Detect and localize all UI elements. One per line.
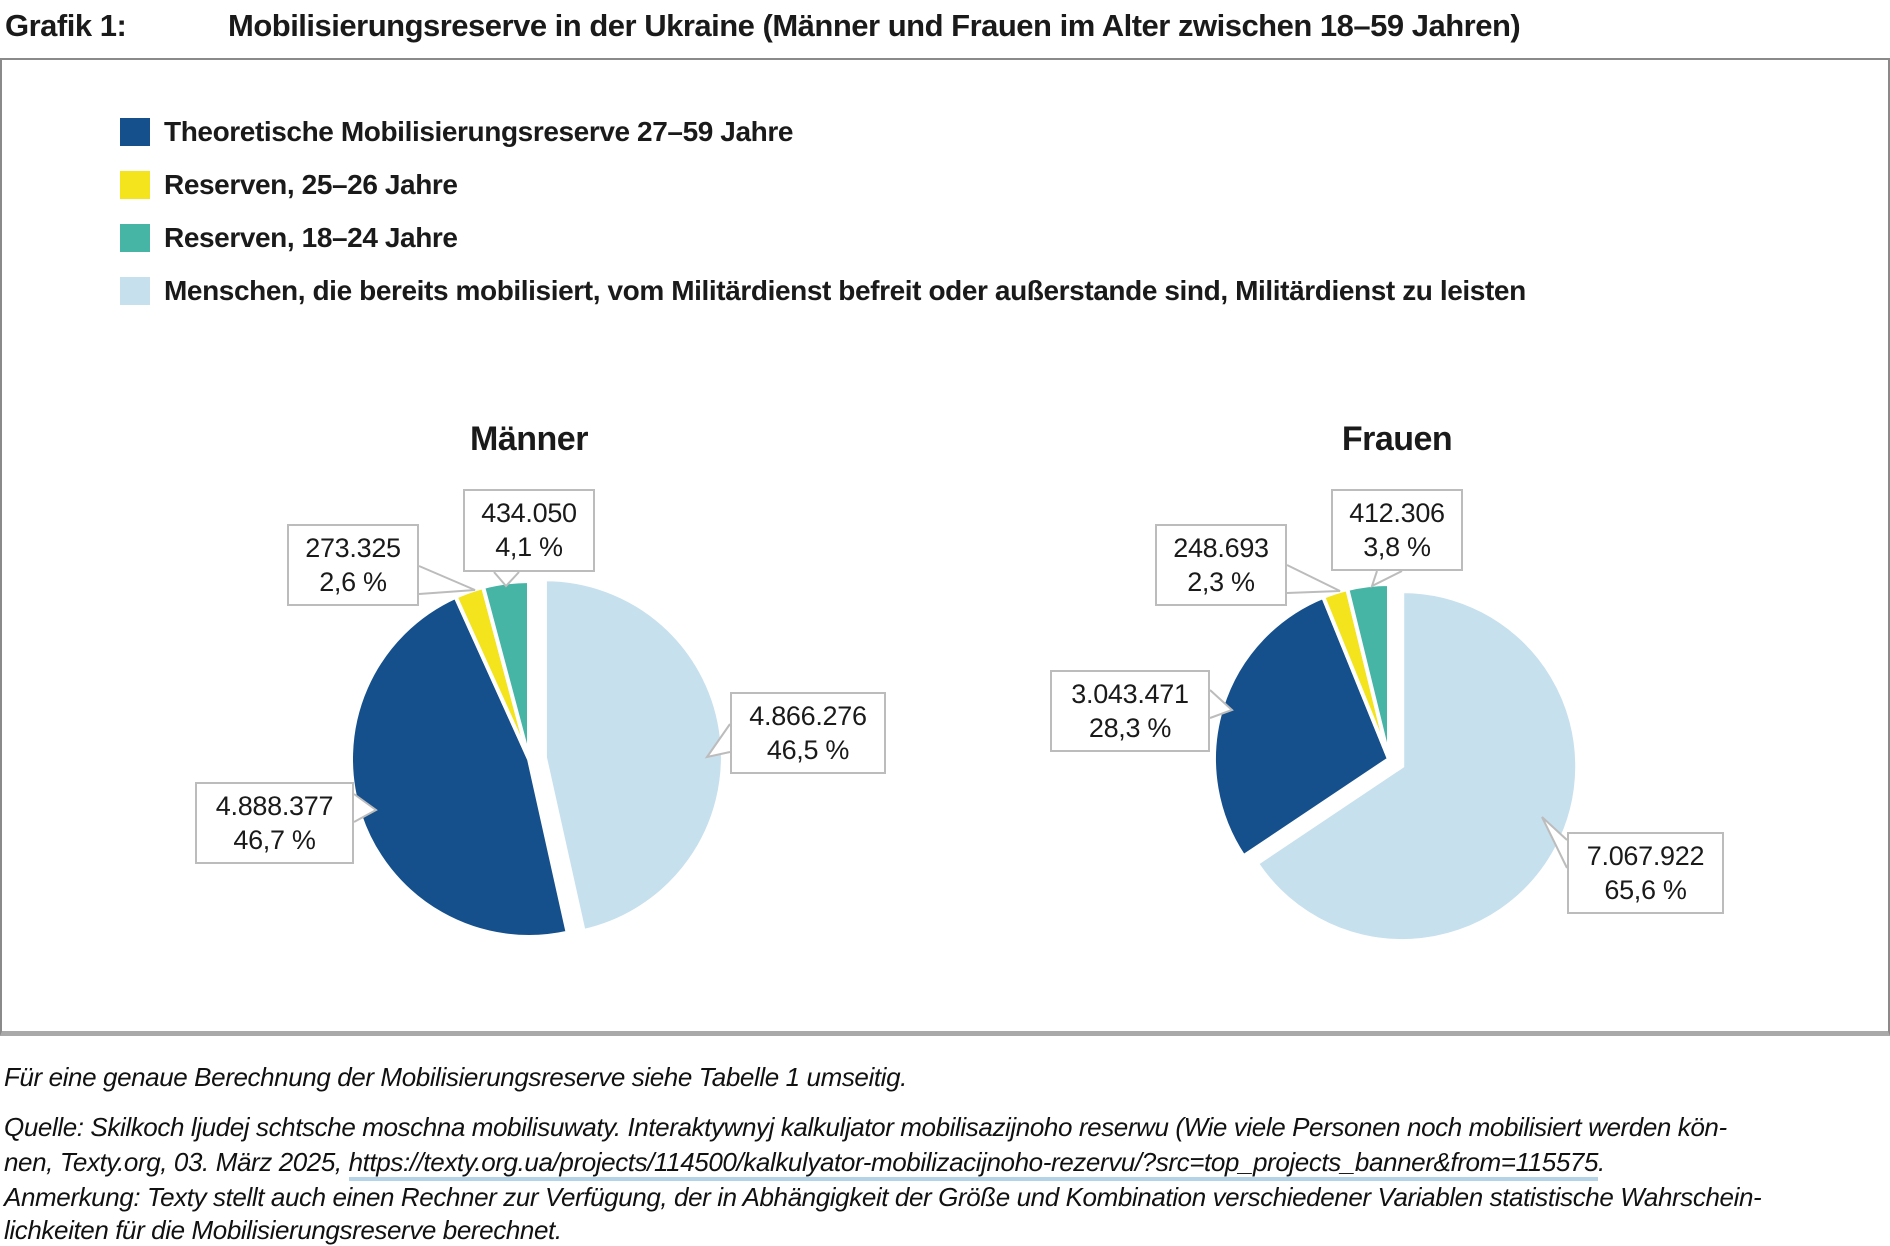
source-url-link[interactable]: https://texty.org.ua/projects/114500/kal… bbox=[348, 1147, 1598, 1181]
callout-value: 248.693 bbox=[1173, 533, 1269, 563]
callout-frauen-theoretische-reserve: 3.043.471 28,3 % bbox=[1050, 670, 1210, 752]
footnote-source-line2-suffix: . bbox=[1598, 1147, 1605, 1177]
callout-percent: 28,3 % bbox=[1088, 713, 1172, 743]
footnote-source-line2-prefix: nen, Texty.org, 03. März 2025, bbox=[4, 1147, 349, 1177]
legend-label: Menschen, die bereits mobilisiert, vom M… bbox=[164, 275, 1526, 306]
callout-maenner-reserven-25-26: 273.325 2,6 % bbox=[287, 524, 419, 606]
callout-percent: 4,1 % bbox=[495, 532, 563, 562]
callout-percent: 2,3 % bbox=[1187, 567, 1255, 597]
callout-value: 434.050 bbox=[481, 498, 577, 528]
callout-maenner-bereits-mobilisiert: 4.866.276 46,5 % bbox=[730, 692, 886, 774]
pie-slice bbox=[542, 577, 725, 934]
footnote-source-line1: Quelle: Skilkoch ljudej schtsche moschna… bbox=[4, 1112, 1727, 1142]
pie-title-maenner: Männer bbox=[470, 420, 588, 458]
legend-item-reserven-25-26: Reserven, 25–26 Jahre bbox=[120, 169, 458, 201]
callout-percent: 65,6 % bbox=[1604, 875, 1687, 905]
callout-maenner-theoretische-reserve: 4.888.377 46,7 % bbox=[195, 782, 354, 864]
chart-frame: Theoretische Mobilisierungsreserve 27–59… bbox=[0, 58, 1890, 1036]
callout-value: 3.043.471 bbox=[1071, 679, 1189, 709]
callout-frauen-reserven-18-24: 412.306 3,8 % bbox=[1331, 489, 1463, 571]
legend-item-theoretische-reserve: Theoretische Mobilisierungsreserve 27–59… bbox=[120, 116, 793, 148]
pie-title-frauen: Frauen bbox=[1341, 420, 1453, 458]
footnote-remark-line2: lichkeiten für die Mobilisierungsreserve… bbox=[4, 1215, 562, 1245]
legend-swatch-yellow bbox=[120, 171, 150, 199]
callout-percent: 3,8 % bbox=[1363, 532, 1431, 562]
callout-value: 7.067.922 bbox=[1586, 841, 1705, 871]
callout-value: 4.888.377 bbox=[215, 791, 334, 821]
callout-frauen-bereits-mobilisiert: 7.067.922 65,6 % bbox=[1567, 832, 1724, 914]
legend-swatch-light-blue bbox=[120, 277, 150, 305]
footnote-remark-line1: Anmerkung: Texty stellt auch einen Rechn… bbox=[4, 1182, 1762, 1212]
legend-item-bereits-mobilisiert: Menschen, die bereits mobilisiert, vom M… bbox=[120, 275, 1526, 307]
legend-item-reserven-18-24: Reserven, 18–24 Jahre bbox=[120, 222, 458, 254]
figure-title: Mobilisierungsreserve in der Ukraine (Mä… bbox=[228, 8, 1521, 43]
footnote-source-line2: nen, Texty.org, 03. März 2025, https://t… bbox=[4, 1147, 1605, 1181]
figure-title-row: Grafik 1: Mobilisierungsreserve in der U… bbox=[0, 6, 1890, 56]
legend-label: Reserven, 18–24 Jahre bbox=[164, 222, 458, 253]
legend-swatch-dark-blue bbox=[120, 118, 150, 146]
callout-frauen-reserven-25-26: 248.693 2,3 % bbox=[1155, 524, 1287, 606]
callout-percent: 2,6 % bbox=[319, 567, 387, 597]
footnote-table-reference: Für eine genaue Berechnung der Mobilisie… bbox=[4, 1062, 907, 1092]
callout-value: 412.306 bbox=[1349, 498, 1445, 528]
callout-value: 273.325 bbox=[305, 533, 401, 563]
pie-chart-maenner bbox=[349, 577, 725, 939]
legend-label: Theoretische Mobilisierungsreserve 27–59… bbox=[164, 116, 794, 147]
callout-value: 4.866.276 bbox=[749, 701, 867, 731]
figure-number: Grafik 1: bbox=[5, 8, 127, 43]
legend-label: Reserven, 25–26 Jahre bbox=[164, 169, 458, 200]
callout-maenner-reserven-18-24: 434.050 4,1 % bbox=[463, 489, 595, 572]
callout-percent: 46,7 % bbox=[233, 825, 316, 855]
pie-chart-frauen bbox=[1212, 581, 1580, 944]
pie-slice bbox=[349, 594, 571, 939]
legend-swatch-teal bbox=[120, 224, 150, 252]
callout-percent: 46,5 % bbox=[766, 735, 850, 765]
